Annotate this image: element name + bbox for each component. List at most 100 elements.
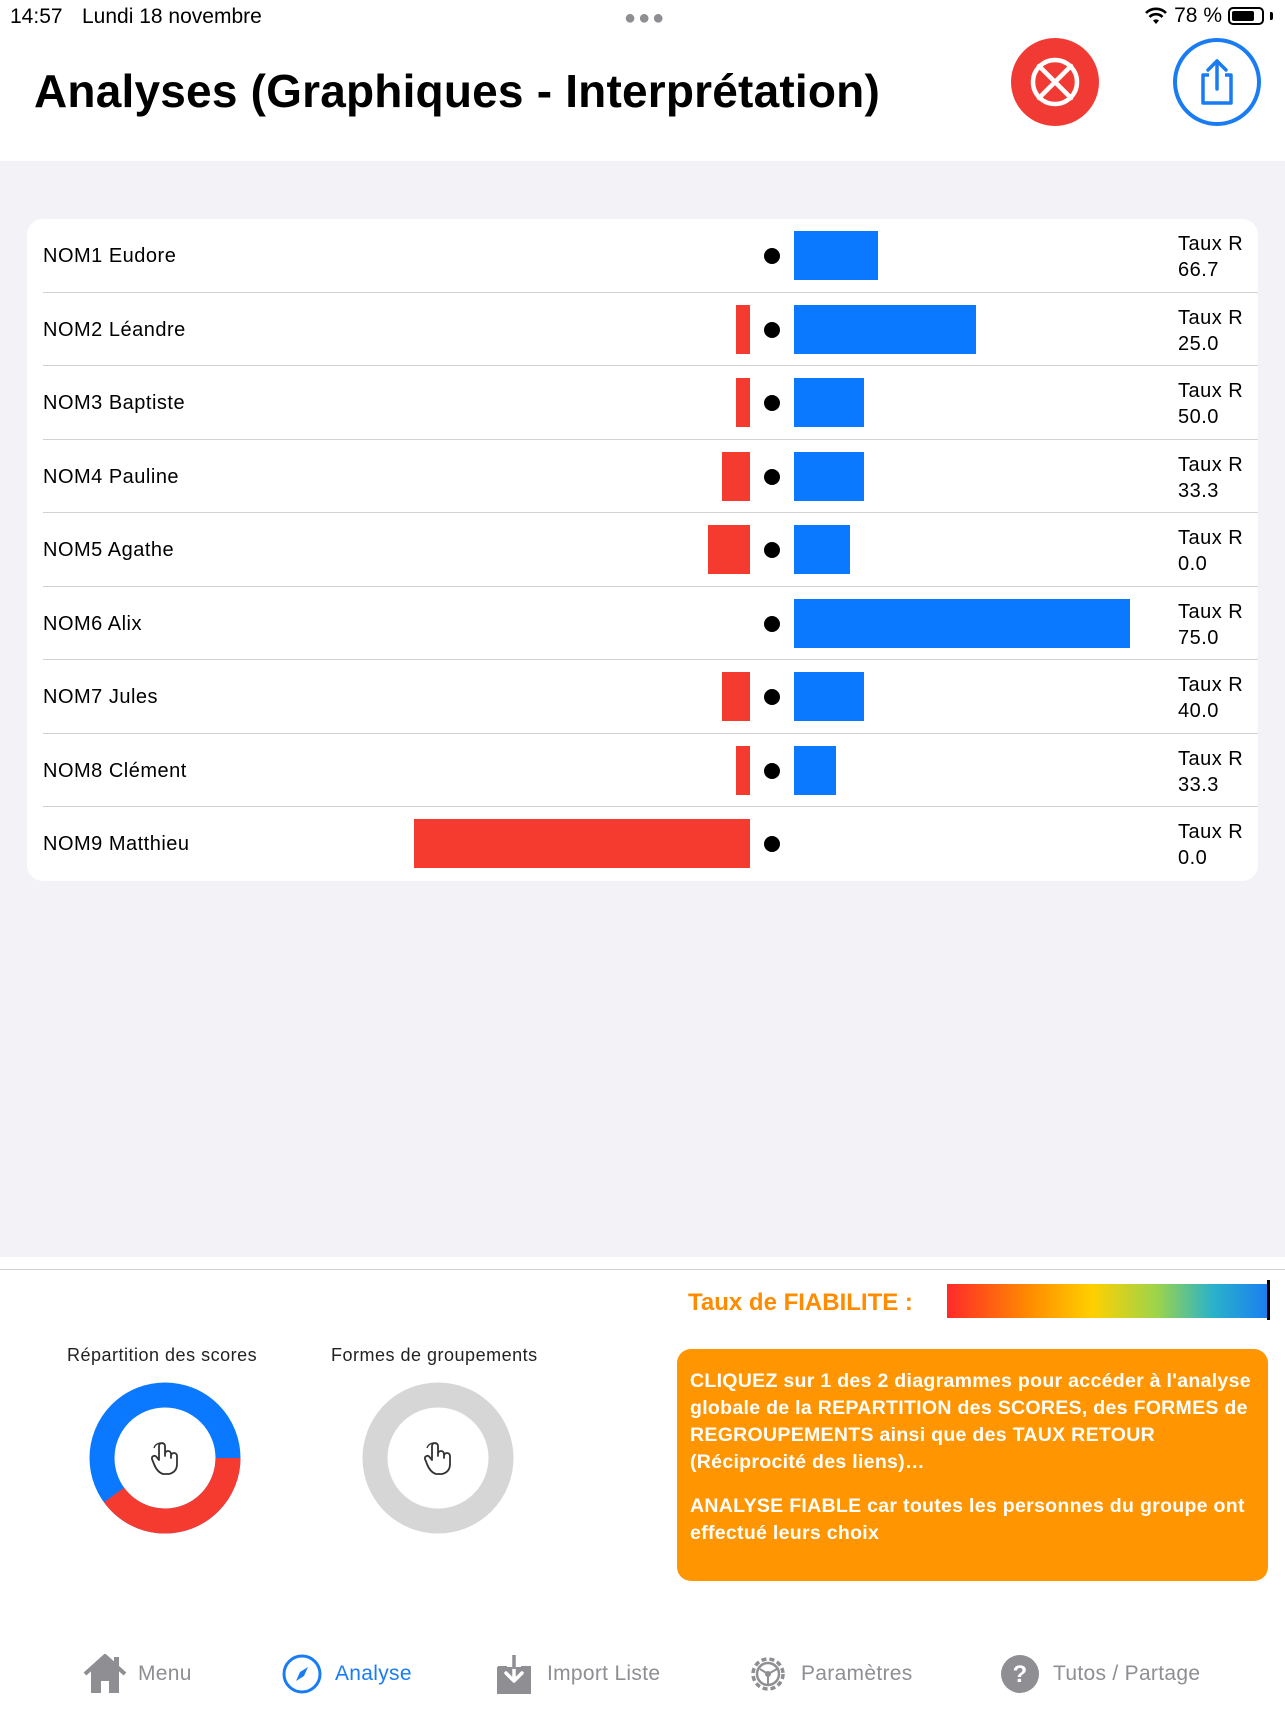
- status-date: Lundi 18 novembre: [82, 5, 262, 28]
- tab-label: Analyse: [335, 1662, 412, 1685]
- tab-label: Tutos / Partage: [1053, 1662, 1201, 1685]
- taux-value: 25.0: [1178, 332, 1219, 355]
- axis-dot: [764, 762, 780, 779]
- tab-parametres[interactable]: Paramètres: [745, 1651, 913, 1697]
- taux-label: Taux R 0.0: [1178, 819, 1243, 871]
- chart-row: NOM4 Pauline Taux R 33.3: [27, 440, 1258, 513]
- blue-bar: [794, 304, 976, 354]
- tab-analyse[interactable]: Analyse: [279, 1651, 412, 1697]
- wifi-icon: [1145, 7, 1168, 24]
- axis-dot: [764, 468, 780, 485]
- axis-dot: [764, 395, 780, 411]
- taux-title: Taux R: [1178, 233, 1244, 255]
- row-name-label: NOM8 Clément: [43, 759, 187, 782]
- page-title: Analyses (Graphiques - Interprétation): [34, 65, 880, 117]
- taux-label: Taux R 40.0: [1178, 672, 1243, 724]
- row-name-label: NOM9 Matthieu: [43, 833, 190, 855]
- taux-title: Taux R: [1178, 306, 1244, 329]
- red-bar: [736, 745, 750, 795]
- tab-label: Menu: [138, 1662, 192, 1685]
- row-name-label: NOM6 Alix: [43, 612, 142, 635]
- taux-label: Taux R 75.0: [1178, 599, 1243, 651]
- axis-dot: [764, 836, 780, 852]
- chart-row: NOM3 Baptiste Taux R 50.0: [27, 366, 1258, 440]
- status-time: 14:57: [10, 5, 63, 28]
- tab-tutos-partage[interactable]: ? Tutos / Partage: [997, 1651, 1200, 1697]
- scores-donut-title: Répartition des scores: [67, 1345, 258, 1365]
- row-name-label: NOM2 Léandre: [43, 318, 186, 341]
- axis-dot: [764, 248, 780, 264]
- taux-title: Taux R: [1178, 674, 1244, 696]
- taux-title: Taux R: [1178, 380, 1244, 402]
- tab-import-liste[interactable]: Import Liste: [491, 1651, 660, 1697]
- red-bar: [722, 451, 750, 501]
- red-bar: [736, 378, 750, 427]
- red-bar: [414, 819, 750, 868]
- groupements-donut[interactable]: [362, 1382, 514, 1534]
- axis-dot: [764, 321, 780, 338]
- scores-donut[interactable]: [89, 1382, 241, 1534]
- taux-title: Taux R: [1178, 747, 1244, 770]
- share-icon: [1201, 59, 1233, 105]
- red-bar: [708, 525, 750, 574]
- chart-row: NOM2 Léandre Taux R 25.0: [27, 293, 1258, 366]
- svg-text:?: ?: [1013, 1661, 1028, 1688]
- status-indicators: 78 %: [1144, 4, 1273, 28]
- blue-bar: [794, 745, 836, 795]
- taux-value: 33.3: [1178, 479, 1219, 502]
- battery-icon: [1228, 7, 1264, 25]
- fiabilite-gradient-bar: [947, 1284, 1270, 1318]
- axis-dot: [764, 689, 780, 705]
- groupements-donut-title: Formes de groupements: [331, 1345, 538, 1365]
- blue-bar: [794, 598, 1130, 648]
- share-button[interactable]: [1173, 38, 1261, 126]
- question-icon: ?: [997, 1651, 1043, 1697]
- row-name-label: NOM7 Jules: [43, 686, 159, 708]
- tab-label: Import Liste: [547, 1662, 661, 1685]
- taux-title: Taux R: [1178, 821, 1244, 843]
- house-icon: [82, 1651, 128, 1697]
- bottom-panel: Taux de FIABILITE : Répartition des scor…: [0, 1257, 1285, 1714]
- axis-dot: [764, 615, 780, 632]
- taux-label: Taux R 50.0: [1178, 378, 1243, 430]
- info-box: CLIQUEZ sur 1 des 2 diagrammes pour accé…: [677, 1349, 1268, 1581]
- taux-title: Taux R: [1178, 527, 1244, 549]
- taux-value: 40.0: [1178, 700, 1219, 722]
- tab-label: Paramètres: [801, 1662, 913, 1685]
- blue-bar: [794, 451, 864, 501]
- taux-label: Taux R 33.3: [1178, 746, 1243, 798]
- cancel-button[interactable]: [1011, 38, 1099, 126]
- blue-bar: [794, 378, 864, 427]
- taux-value: 0.0: [1178, 553, 1208, 575]
- header: 14:57 Lundi 18 novembre ●●● 78 % Analyse…: [0, 0, 1285, 161]
- blue-bar: [794, 231, 878, 280]
- taux-value: 75.0: [1178, 626, 1219, 649]
- fiabilite-label: Taux de FIABILITE :: [688, 1289, 913, 1316]
- info-text-instructions: CLIQUEZ sur 1 des 2 diagrammes pour accé…: [690, 1370, 1251, 1473]
- taux-label: Taux R 66.7: [1178, 231, 1243, 283]
- download-tray-icon: [491, 1651, 537, 1697]
- compass-icon: [279, 1651, 325, 1697]
- chart-row: NOM8 Clément Taux R 33.3: [27, 734, 1258, 807]
- taux-label: Taux R 25.0: [1178, 305, 1243, 357]
- chart-row: NOM5 Agathe Taux R 0.0: [27, 513, 1258, 587]
- multitasking-dots-icon[interactable]: ●●●: [624, 7, 667, 29]
- fiabilite-marker: [1267, 1280, 1270, 1320]
- row-name-label: NOM3 Baptiste: [43, 392, 186, 414]
- hand-tap-icon: [151, 1442, 178, 1475]
- row-name-label: NOM5 Agathe: [43, 539, 175, 561]
- taux-value: 33.3: [1178, 773, 1219, 796]
- tab-menu[interactable]: Menu: [82, 1651, 192, 1697]
- taux-label: Taux R 33.3: [1178, 452, 1243, 504]
- red-bar: [722, 672, 750, 721]
- close-circle-icon: [1030, 57, 1080, 107]
- taux-title: Taux R: [1178, 600, 1244, 623]
- taux-value: 50.0: [1178, 406, 1219, 428]
- row-name-label: NOM4 Pauline: [43, 465, 180, 488]
- blue-bar: [794, 525, 850, 574]
- taux-title: Taux R: [1178, 453, 1244, 476]
- taux-value: 66.7: [1178, 259, 1219, 281]
- hand-tap-icon: [424, 1442, 451, 1475]
- scores-chart-card: NOM1 Eudore Taux R 66.7 NOM2 Léandre Taux R 2…: [27, 219, 1258, 881]
- taux-value: 0.0: [1178, 847, 1208, 869]
